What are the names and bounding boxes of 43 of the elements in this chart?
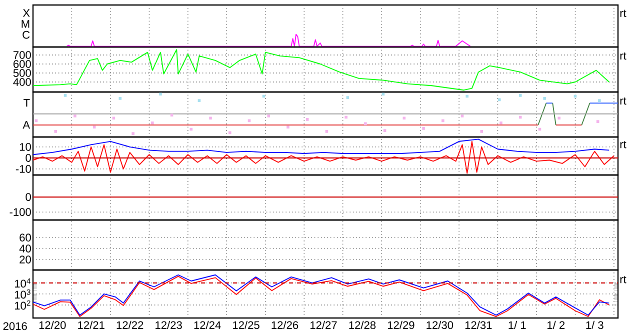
x-tick-label: 12/30 bbox=[426, 320, 454, 330]
x-tick-label: 12/23 bbox=[156, 320, 182, 330]
y-tick-label: 10$^{2}$ bbox=[14, 300, 30, 310]
text: X bbox=[22, 9, 30, 17]
y-tick-label: 60 bbox=[20, 234, 31, 242]
line-series bbox=[32, 49, 610, 91]
y-tick-label: 10 bbox=[20, 143, 31, 151]
x-axis-title: 2016 bbox=[3, 322, 27, 330]
y-tick-label: 10$^{3}$ bbox=[14, 289, 30, 299]
y-tick-label: 0 bbox=[26, 154, 31, 162]
x-tick-label: 12/22 bbox=[116, 320, 144, 330]
y-tick-label: 600 bbox=[14, 60, 31, 68]
y-tick-label: -100 bbox=[10, 208, 31, 216]
y-tick-label: 500 bbox=[13, 69, 31, 77]
x-tick-label: 1/ 1 bbox=[508, 320, 526, 330]
x-tick-label: 12/27 bbox=[310, 320, 337, 330]
y-tick-label: 400 bbox=[13, 78, 31, 86]
x-tick-label: 1/ 3 bbox=[586, 320, 604, 330]
x-tick-label: 12/24 bbox=[194, 320, 221, 330]
line-series bbox=[32, 140, 614, 174]
text: M bbox=[22, 20, 30, 28]
text: C bbox=[22, 30, 30, 39]
text: rt bbox=[620, 97, 626, 105]
x-tick-label: 12/29 bbox=[388, 320, 414, 330]
y-tick-label: 20 bbox=[20, 256, 31, 264]
x-tick-label: 12/25 bbox=[233, 320, 260, 330]
x-tick-label: 12/31 bbox=[465, 320, 492, 330]
text: rt bbox=[620, 276, 626, 284]
y-tick-label: 10$^{4}$ bbox=[14, 278, 31, 288]
y-tick-label: -10 bbox=[16, 165, 31, 173]
text: rt bbox=[620, 10, 626, 18]
text: rt bbox=[620, 140, 626, 148]
text: T bbox=[24, 98, 30, 107]
y-tick-label: 700 bbox=[14, 51, 31, 59]
y-tick-label: 40 bbox=[19, 244, 31, 252]
x-tick-label: 1/ 2 bbox=[547, 320, 565, 330]
text: A bbox=[22, 121, 30, 129]
text: rt bbox=[620, 52, 626, 60]
y-tick-label: 0 bbox=[26, 193, 31, 201]
x-tick-label: 12/21 bbox=[78, 320, 104, 330]
x-tick-label: 12/26 bbox=[272, 320, 298, 330]
x-tick-label: 12/20 bbox=[39, 320, 66, 330]
x-tick-label: 12/28 bbox=[349, 320, 376, 330]
